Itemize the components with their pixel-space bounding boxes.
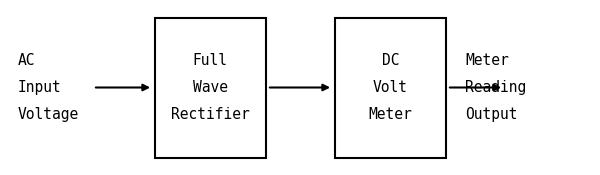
Text: DC
Volt
Meter: DC Volt Meter	[368, 53, 412, 122]
Bar	[335, 18, 446, 158]
Bar	[155, 18, 266, 158]
Text: AC
Input
Voltage: AC Input Voltage	[18, 53, 79, 122]
Text: Meter
Reading
Output: Meter Reading Output	[465, 53, 526, 122]
Text: Full
Wave
Rectifier: Full Wave Rectifier	[171, 53, 250, 122]
